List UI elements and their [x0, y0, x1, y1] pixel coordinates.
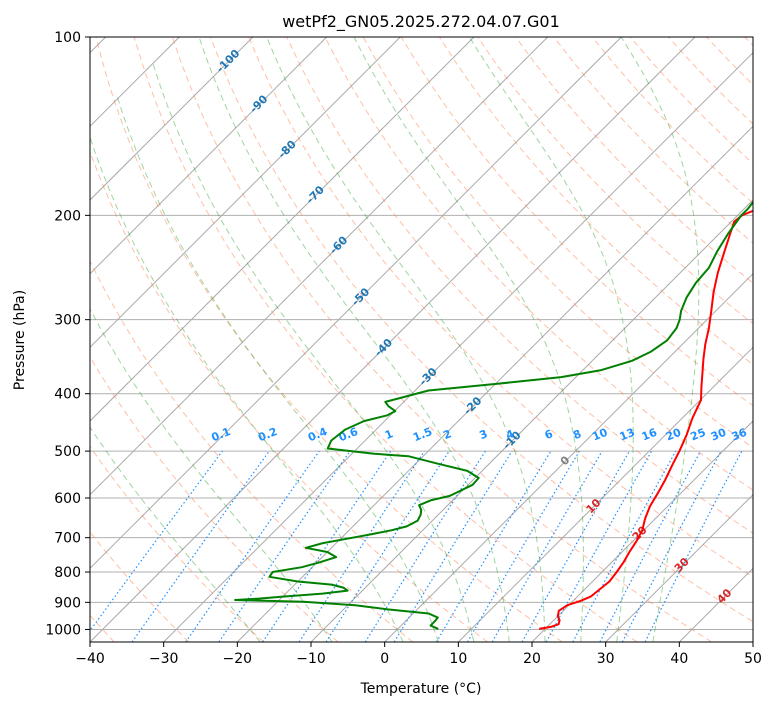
- moist-adiabat-line: [151, 61, 475, 642]
- mixing-ratio-label: 8: [571, 427, 583, 442]
- y-tick-label: 500: [54, 444, 81, 460]
- mixing-ratio-line: [262, 450, 392, 642]
- mixing-ratio-label: 16: [640, 426, 659, 444]
- dry-adiabats: [90, 37, 753, 642]
- y-tick-label: 800: [54, 565, 81, 581]
- chart-title: wetPf2_GN05.2025.272.04.07.G01: [282, 12, 560, 32]
- dry-adiabat-line: [286, 37, 753, 534]
- dry-adiabat-line: [90, 259, 414, 642]
- mixing-ratio-line: [393, 450, 513, 642]
- isotherm-line: [90, 37, 254, 201]
- mixing-ratio-label: 30: [709, 426, 728, 444]
- moist-adiabat-line: [90, 308, 333, 642]
- mixing-ratio-label: 20: [664, 426, 683, 444]
- mixing-ratio-line: [298, 450, 425, 642]
- isotherm-line: [457, 346, 753, 642]
- x-tick-label: −30: [149, 651, 179, 667]
- plot-area: -100-90-80-70-60-50-40-30-20-10010203040…: [90, 37, 753, 642]
- mixing-ratio-line: [90, 450, 223, 632]
- dry-adiabat-line: [324, 37, 753, 491]
- mixing-ratio-line: [218, 450, 351, 642]
- isotherm-line: [163, 51, 753, 642]
- moist-adiabat-line: [90, 135, 404, 642]
- y-tick-label: 1000: [45, 622, 81, 638]
- dry-adiabat-line: [515, 37, 753, 284]
- dewpoint-profile: [234, 200, 753, 630]
- mixing-ratio-line: [185, 450, 320, 642]
- y-tick-label: 400: [54, 387, 81, 403]
- mixing-ratio-label: 2: [441, 427, 453, 442]
- isotherm-line: [531, 420, 753, 642]
- y-tick-label: 200: [54, 208, 81, 224]
- isotherm-line: [90, 37, 549, 496]
- x-tick-label: 50: [744, 651, 762, 667]
- mixing-ratio-line: [131, 450, 270, 642]
- mixing-ratio-label: 25: [689, 426, 708, 444]
- isotherm-line: [90, 37, 328, 275]
- mixing-ratio-line: [521, 450, 631, 642]
- dry-adiabat-line: [210, 37, 753, 623]
- isotherms: [90, 37, 753, 642]
- pressure-grid: [90, 37, 753, 630]
- dry-adiabat-line: [90, 356, 339, 642]
- dry-adiabat-line: [248, 37, 753, 578]
- x-tick-label: 10: [449, 651, 467, 667]
- dry-adiabat-line: [95, 37, 563, 642]
- profiles: [234, 200, 753, 630]
- moist-adiabat-line: [620, 37, 700, 642]
- x-axis: −40 −30 −20 −10 0 10 20 30 40 50: [75, 642, 762, 667]
- dry-adiabat-line: [90, 445, 264, 642]
- temperature-profile: [539, 209, 753, 630]
- mixing-ratio-label: 13: [618, 426, 637, 444]
- plot-frame: [89, 36, 754, 643]
- y-tick-label: 900: [54, 595, 81, 611]
- y-tick-label: 700: [54, 531, 81, 547]
- mixing-ratio-line: [545, 450, 653, 642]
- moist-adiabat-line: [90, 426, 261, 642]
- x-tick-label: −10: [296, 651, 326, 667]
- x-tick-label: 40: [670, 651, 688, 667]
- y-axis: 100 200 300 400 500 600 700 800 900 1000: [45, 30, 90, 638]
- isotherm-line: [90, 37, 401, 349]
- y-tick-label: 300: [54, 313, 81, 329]
- x-axis-label: Temperature (°C): [360, 681, 482, 697]
- x-tick-label: 0: [380, 651, 389, 667]
- mixing-ratio-label: 1: [383, 427, 395, 442]
- x-tick-label: −40: [75, 651, 105, 667]
- mixing-ratio-label: 3: [477, 427, 489, 442]
- mixing-ratio-label: 10: [590, 426, 609, 444]
- x-tick-label: −20: [223, 651, 253, 667]
- mixing-ratio-line: [572, 450, 677, 642]
- isotherm-line: [605, 493, 753, 642]
- x-tick-label: 30: [597, 651, 615, 667]
- y-axis-label: Pressure (hPa): [12, 290, 28, 390]
- y-tick-label: 600: [54, 491, 81, 507]
- mixing-ratio-line: [644, 450, 743, 642]
- y-tick-label: 100: [54, 30, 81, 46]
- moist-adiabat-line: [266, 37, 546, 642]
- mixing-ratio-lines: [90, 450, 743, 642]
- x-tick-label: 20: [523, 651, 541, 667]
- dry-adiabat-line: [171, 37, 712, 642]
- isotherm-line: [90, 37, 475, 422]
- mixing-ratio-line: [325, 450, 450, 642]
- moist-adiabats: [90, 37, 700, 642]
- dry-adiabat-line: [133, 37, 638, 642]
- moist-adiabat-line: [116, 94, 439, 642]
- isotherm-line: [90, 37, 696, 642]
- isotherm-line: [90, 37, 622, 570]
- isotherm-line: [384, 272, 753, 642]
- mixing-ratio-label: 36: [730, 426, 749, 444]
